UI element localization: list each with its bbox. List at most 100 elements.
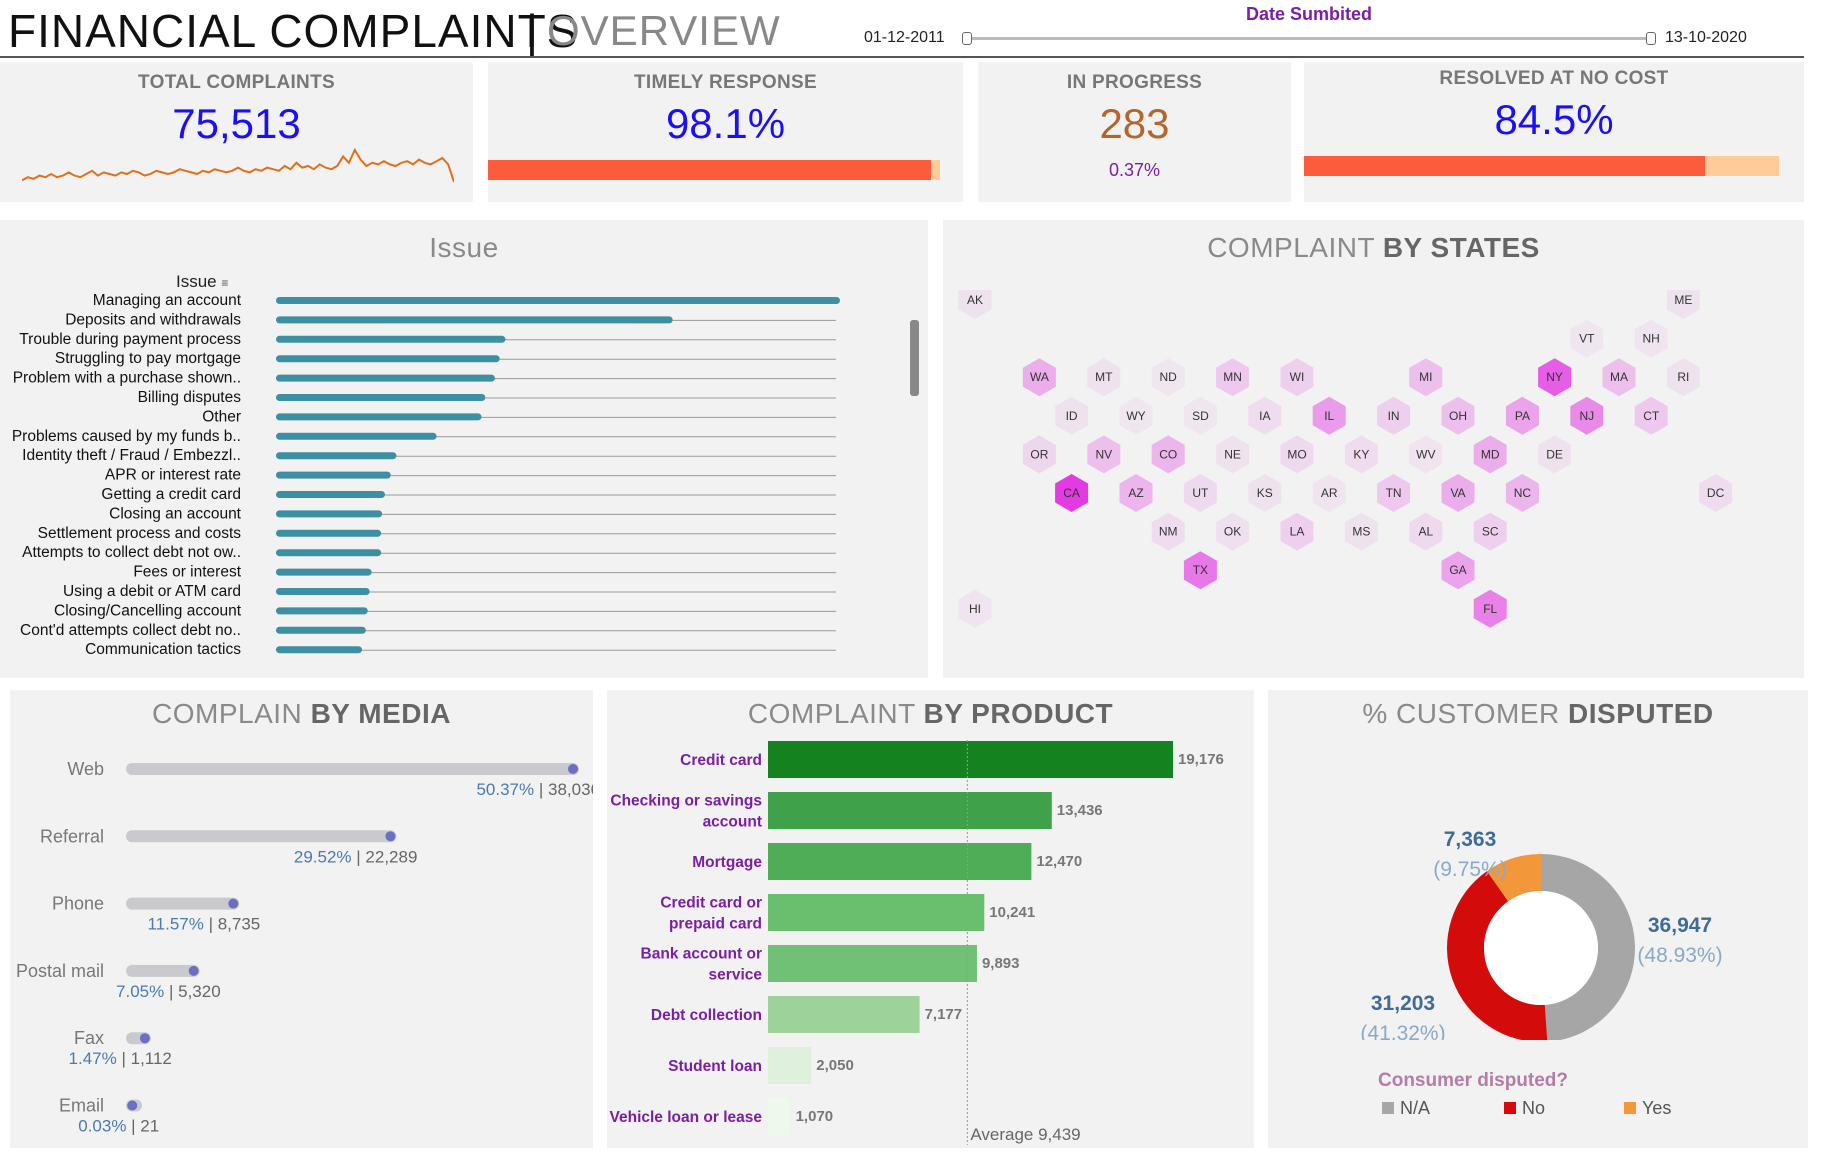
state-hex	[1666, 290, 1700, 319]
state-label: AR	[1321, 486, 1338, 500]
state-hex	[1183, 396, 1217, 435]
state-label: LA	[1290, 525, 1305, 539]
kpi-progress-title: IN PROGRESS	[1066, 72, 1203, 93]
kpi-timely-bar-fill	[488, 160, 932, 180]
date-slider-end-handle[interactable]	[1646, 32, 1656, 45]
product-bar-chart: Credit card 19,176 Checking or savings acco…	[610, 740, 1224, 1145]
dashboard-header: FINANCIAL COMPLAINTS | OVERVIEW Date Sum…	[0, 0, 1822, 58]
product-value: 13,436	[1057, 802, 1103, 819]
product-label: service	[709, 967, 763, 984]
product-label: Vehicle loan or lease	[610, 1109, 763, 1126]
media-dot	[385, 831, 396, 842]
state-hex	[1216, 358, 1250, 397]
issue-bar	[276, 394, 486, 401]
state-hex	[1216, 435, 1250, 474]
state-label: ND	[1160, 370, 1178, 384]
donut-pct-label: (48.93%)	[1637, 944, 1722, 967]
product-panel-title: COMPLAINT BY PRODUCT	[747, 698, 1114, 729]
issue-bar	[276, 297, 840, 304]
issue-bar	[276, 413, 482, 421]
issue-bar	[276, 626, 366, 634]
donut-slice-na	[1541, 854, 1635, 1040]
kpi-timely-response: TIMELY RESPONSE 98.1%	[488, 62, 963, 202]
state-label: MO	[1287, 447, 1306, 461]
state-label: RI	[1677, 370, 1689, 384]
date-start: 01-12-2011	[864, 29, 945, 46]
state-hex	[1151, 358, 1185, 397]
product-value: 7,177	[925, 1006, 963, 1023]
disputed-legend-title: Consumer disputed?	[1378, 1070, 1569, 1091]
state-label: VT	[1579, 332, 1595, 346]
product-label: Bank account or	[641, 946, 762, 963]
issue-label: Communication tactics	[85, 641, 241, 658]
state-label: MI	[1419, 370, 1432, 384]
date-slider-track[interactable]	[962, 32, 1656, 45]
disputed-legend-item-na[interactable]: N/A	[1382, 1098, 1430, 1119]
kpi-total-sparkline	[22, 147, 454, 183]
state-label: UT	[1192, 486, 1209, 500]
media-dot	[228, 898, 239, 909]
product-bar	[768, 1047, 812, 1084]
issue-label: Cont'd attempts collect debt no..	[20, 622, 241, 639]
state-hex	[1505, 396, 1539, 435]
state-hex	[1151, 512, 1185, 551]
issue-label: Identity theft / Fraud / Embezzl..	[22, 447, 241, 464]
kpi-resolved-value: 84.5%	[1494, 96, 1614, 143]
donut-value-label: 31,203	[1371, 992, 1435, 1015]
product-label: Credit card	[680, 752, 762, 769]
state-label: MA	[1610, 370, 1628, 384]
kpi-resolved-bar-track	[1304, 156, 1779, 176]
media-panel: COMPLAIN BY MEDIA Web 50.37% | 38,036 Refe…	[10, 690, 593, 1148]
kpi-resolved-bar-fill	[1304, 156, 1706, 176]
product-value: 10,241	[989, 904, 1035, 921]
state-hex	[958, 290, 992, 319]
kpi-timely-bar-track	[488, 160, 940, 180]
product-bar	[768, 894, 985, 931]
product-label: account	[703, 814, 762, 831]
media-value-label: 0.03% | 21	[78, 1117, 159, 1136]
page-subtitle: OVERVIEW	[547, 7, 781, 54]
media-dot	[568, 764, 578, 774]
issue-bar	[276, 471, 391, 479]
media-value-label: 29.52% | 22,289	[294, 847, 418, 866]
state-label: IL	[1324, 409, 1334, 423]
issue-label: Using a debit or ATM card	[63, 583, 241, 600]
issue-label: Closing/Cancelling account	[54, 602, 242, 619]
donut-value-label: 7,363	[1444, 828, 1497, 851]
state-hex	[1151, 435, 1185, 474]
issue-scrollbar[interactable]	[910, 320, 919, 396]
issue-bar	[276, 529, 382, 537]
kpi-progress-value: 283	[1099, 100, 1170, 147]
disputed-panel-title: % CUSTOMER DISPUTED	[1362, 698, 1714, 729]
state-hex	[1602, 358, 1636, 397]
disputed-legend-item-yes[interactable]: Yes	[1624, 1098, 1671, 1119]
issue-bar-chart: Managing an account Deposits and withdraw…	[12, 292, 840, 658]
donut-slice-no	[1447, 871, 1548, 1040]
state-hex	[1473, 589, 1507, 628]
sort-icon[interactable]: ≡	[221, 276, 229, 290]
media-value-label: 7.05% | 5,320	[116, 982, 221, 1001]
product-bar	[768, 792, 1052, 829]
issue-label: Managing an account	[93, 292, 242, 309]
disputed-legend-item-no[interactable]: No	[1504, 1098, 1545, 1119]
date-slider-start-handle[interactable]	[962, 32, 972, 45]
issue-label: Struggling to pay mortgage	[55, 350, 241, 367]
state-label: MS	[1352, 525, 1370, 539]
product-label: Mortgage	[692, 854, 762, 871]
state-hex	[1441, 551, 1475, 590]
state-label: WY	[1126, 409, 1145, 423]
state-label: OK	[1224, 525, 1241, 539]
states-panel: COMPLAINT BY STATES AK ME VT NH WA MT ND MN WI MI…	[943, 220, 1804, 678]
state-label: KY	[1353, 447, 1369, 461]
donut-pct-label: (9.75%)	[1433, 858, 1507, 881]
state-label: AL	[1418, 525, 1433, 539]
issue-label: Getting a credit card	[101, 486, 241, 503]
issue-panel: Issue Issue ≡ Managing an account Deposit…	[0, 220, 928, 678]
title-separator: |	[526, 5, 538, 57]
product-bar	[768, 1098, 791, 1135]
issue-column-header[interactable]: Issue ≡	[176, 272, 228, 292]
donut-pct-label: (41.32%)	[1360, 1022, 1445, 1040]
product-value: 19,176	[1178, 751, 1224, 768]
state-label: OH	[1449, 409, 1467, 423]
state-hex	[1441, 396, 1475, 435]
